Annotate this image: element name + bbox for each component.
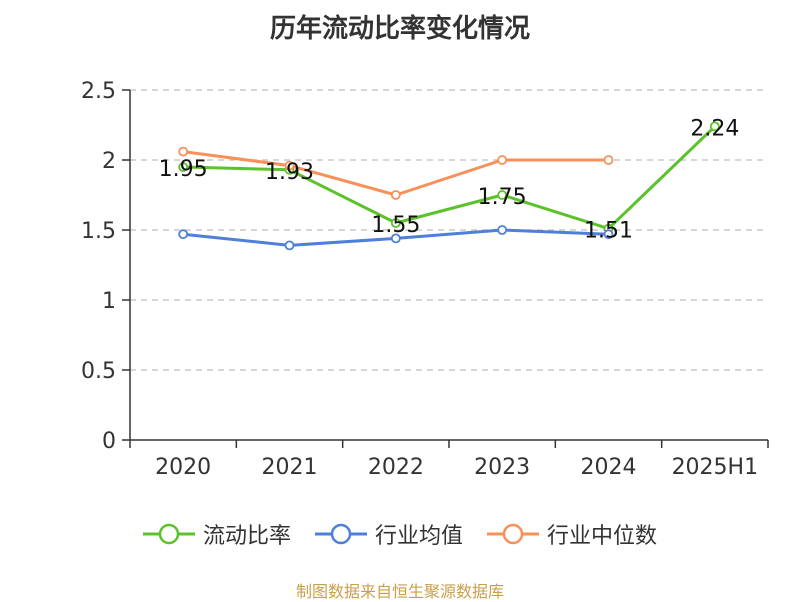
x-tick-label: 2024 xyxy=(581,455,637,480)
data-point xyxy=(390,218,401,228)
legend-label: 行业均值 xyxy=(374,524,463,549)
x-tick-label: 2021 xyxy=(262,455,318,480)
y-tick-label: 2 xyxy=(102,149,116,174)
series-line-0 xyxy=(183,125,716,231)
data-point xyxy=(603,155,614,165)
source-note: 制图数据来自恒生聚源数据库 xyxy=(295,582,504,601)
y-tick-label: 0 xyxy=(102,429,116,454)
y-tick-label: 1.5 xyxy=(81,219,116,244)
data-point xyxy=(284,240,295,251)
data-point xyxy=(709,121,720,132)
legend-marker-icon xyxy=(142,523,195,545)
chart-title: 历年流动比率变化情况 xyxy=(269,14,530,44)
y-tick-label: 0.5 xyxy=(81,359,116,384)
legend-item[interactable]: 流动比率 xyxy=(142,518,291,550)
data-point xyxy=(497,225,508,235)
x-tick-label: 2020 xyxy=(155,455,211,480)
legend-circle xyxy=(502,523,524,545)
data-point xyxy=(178,146,189,157)
data-point xyxy=(178,162,189,172)
data-label: 1.95 xyxy=(159,157,208,182)
series-line-2 xyxy=(182,150,609,197)
data-labels: 1.95 1.93 1.55 1.75 1.51 2.24 xyxy=(159,116,740,243)
grid-lines xyxy=(130,89,768,371)
legend-item[interactable]: 行业均值 xyxy=(314,518,463,550)
data-label: 1.51 xyxy=(584,219,633,244)
data-point xyxy=(497,155,508,165)
line-chart: 0 0.5 1 1.5 2 2.5 2020 2021 2022 2023 2024 2025H1 1… xyxy=(81,79,769,480)
legend-marker-icon xyxy=(314,523,367,545)
legend-circle xyxy=(158,523,180,545)
y-tick-label: 2.5 xyxy=(81,79,116,104)
data-point xyxy=(390,233,401,244)
x-tick-label: 2025H1 xyxy=(672,455,759,480)
axes: 0 0.5 1 1.5 2 2.5 2020 2021 2022 2023 2024 2025H1 xyxy=(81,79,769,480)
data-point xyxy=(178,229,189,240)
legend-marker-icon xyxy=(487,523,539,545)
data-label: 1.75 xyxy=(478,185,527,210)
data-point xyxy=(390,190,401,200)
data-point xyxy=(603,229,614,240)
series-lines xyxy=(178,121,720,251)
x-tick-label: 2022 xyxy=(368,455,424,480)
data-label: 1.55 xyxy=(371,213,420,238)
data-point xyxy=(497,190,508,200)
legend-label: 行业中位数 xyxy=(547,524,658,549)
x-tick-label: 2023 xyxy=(474,455,530,480)
legend-label: 流动比率 xyxy=(202,524,291,549)
legend-circle xyxy=(330,523,352,545)
y-tick-label: 1 xyxy=(102,289,116,314)
data-label: 2.24 xyxy=(690,116,739,141)
data-label: 1.93 xyxy=(265,160,314,185)
data-point xyxy=(284,160,295,171)
legend-item[interactable]: 行业中位数 xyxy=(487,518,657,550)
legend: 流动比率 行业均值 行业中位数 xyxy=(0,518,800,550)
